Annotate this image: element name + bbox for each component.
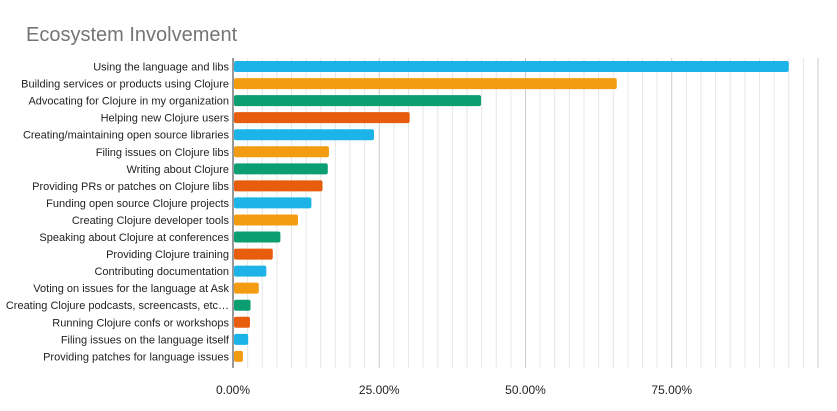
bar-1 <box>234 78 617 90</box>
category-label-1: Building services or products using Cloj… <box>21 79 229 91</box>
bar-11 <box>234 248 273 260</box>
bar-10 <box>234 231 281 243</box>
category-label-3: Helping new Clojure users <box>101 113 230 125</box>
category-label-9: Creating Clojure developer tools <box>72 215 230 227</box>
category-label-8: Funding open source Clojure projects <box>46 198 229 210</box>
x-axis-ticks: 0.00% 25.00% 50.00% 75.00% <box>216 383 692 397</box>
bar-12 <box>234 265 267 277</box>
category-label-2: Advocating for Clojure in my organizatio… <box>28 96 229 108</box>
gridlines <box>247 58 819 368</box>
x-tick-label-0: 0.00% <box>216 383 250 397</box>
bar-14 <box>234 299 251 311</box>
bar-9 <box>234 214 298 226</box>
bar-4 <box>234 129 374 141</box>
category-label-5: Filing issues on Clojure libs <box>96 147 230 159</box>
category-labels: Using the language and libs Building serv… <box>6 62 230 364</box>
category-label-4: Creating/maintaining open source librari… <box>23 130 230 142</box>
category-label-7: Providing PRs or patches on Clojure libs <box>32 181 229 193</box>
category-label-16: Filing issues on the language itself <box>61 334 230 346</box>
bar-3 <box>234 112 410 124</box>
bar-7 <box>234 180 323 192</box>
bar-15 <box>234 316 250 328</box>
category-label-13: Voting on issues for the language at Ask <box>33 283 229 295</box>
bars <box>234 61 789 362</box>
category-label-10: Speaking about Clojure at conferences <box>39 232 229 244</box>
bar-8 <box>234 197 312 209</box>
category-label-0: Using the language and libs <box>93 62 229 74</box>
category-label-6: Writing about Clojure <box>126 164 229 176</box>
bar-2 <box>234 95 482 107</box>
bar-13 <box>234 282 259 294</box>
bar-16 <box>234 333 249 345</box>
x-tick-label-3: 75.00% <box>651 383 692 397</box>
chart-title: Ecosystem Involvement <box>26 24 238 46</box>
bar-17 <box>234 350 243 362</box>
x-tick-label-1: 25.00% <box>359 383 400 397</box>
bar-6 <box>234 163 328 175</box>
bar-5 <box>234 146 329 158</box>
category-label-11: Providing Clojure training <box>106 249 229 261</box>
x-tick-label-2: 50.00% <box>505 383 546 397</box>
category-label-14: Creating Clojure podcasts, screencasts, … <box>6 300 229 312</box>
category-label-12: Contributing documentation <box>94 266 229 278</box>
category-label-15: Running Clojure confs or workshops <box>52 317 229 329</box>
category-label-17: Providing patches for language issues <box>43 351 229 363</box>
bar-0 <box>234 61 789 73</box>
